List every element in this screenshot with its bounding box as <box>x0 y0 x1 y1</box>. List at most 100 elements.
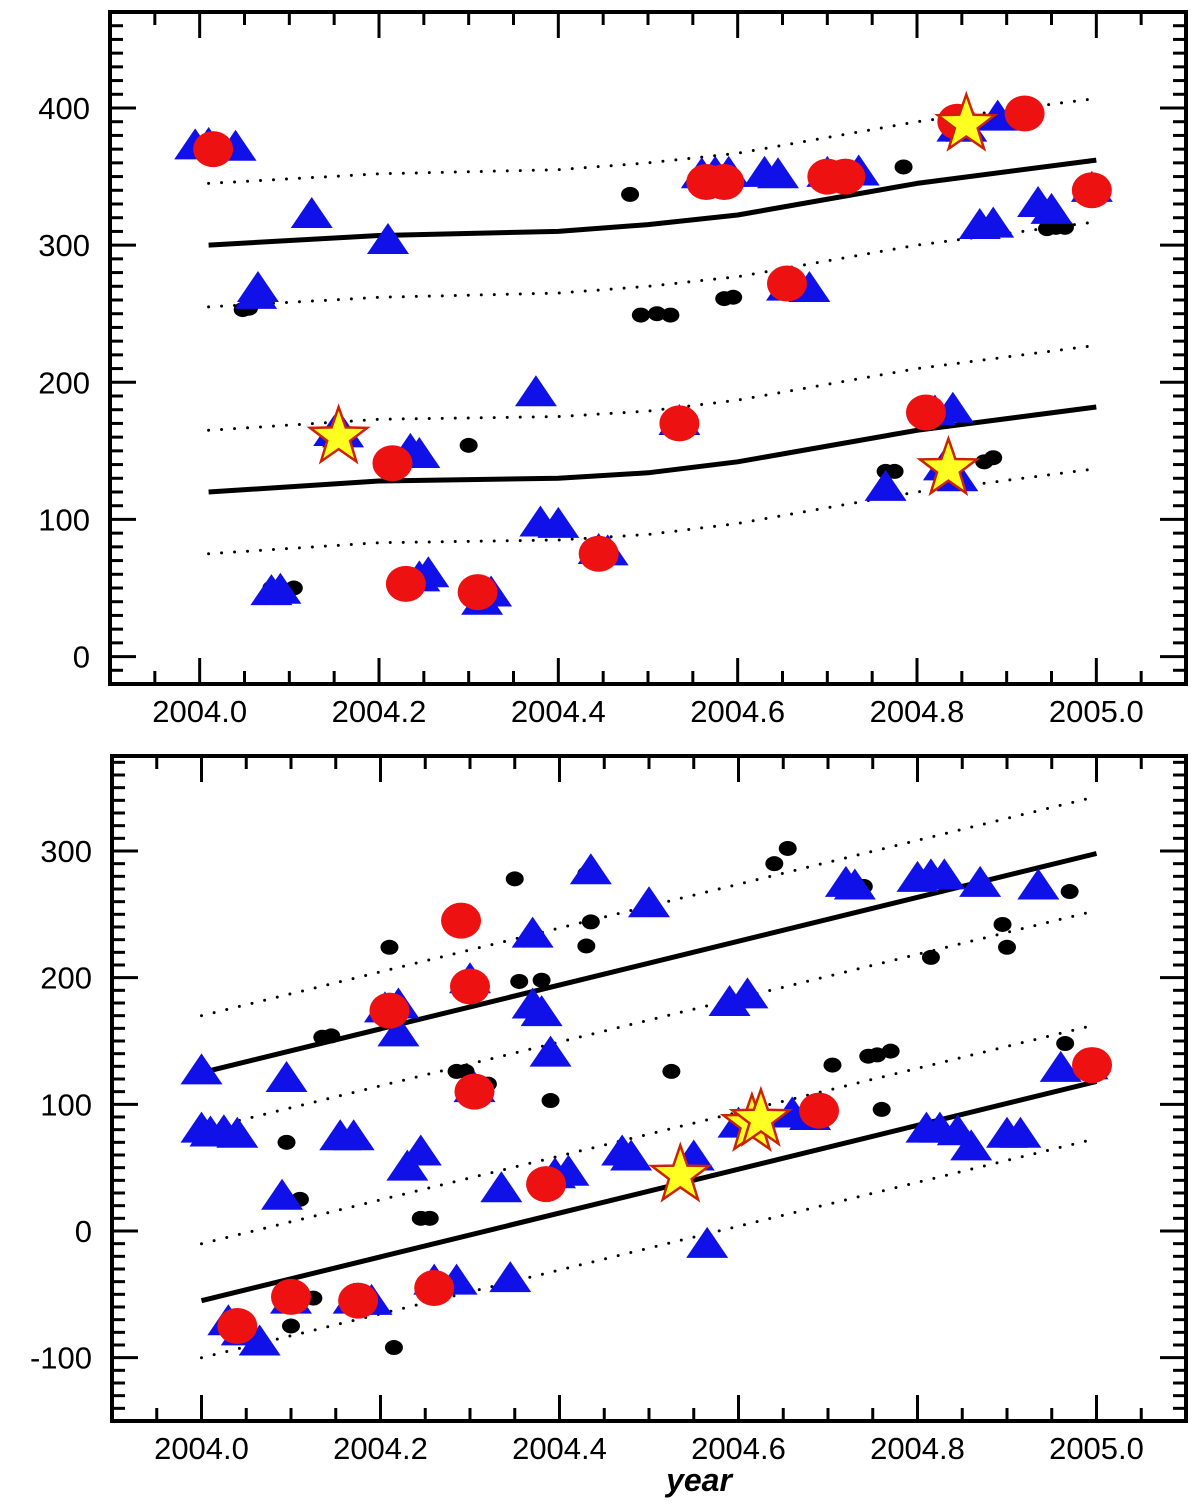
triangle-point <box>489 1261 532 1293</box>
triangle-point <box>628 886 670 918</box>
y-tick-label: 200 <box>38 365 90 400</box>
plot-area <box>174 90 1113 615</box>
bottom-panel: -100 0 100 200 300 2004.0 2004.2 2004.4 2004.6 20… <box>30 754 1188 1498</box>
triangle-point <box>959 865 1002 897</box>
circle-point <box>1071 172 1112 209</box>
x-tick-label: 2004.0 <box>154 1431 249 1466</box>
x-tick-label: 2004.8 <box>870 694 965 729</box>
circle-point <box>450 968 490 1005</box>
triangle-point <box>480 1171 523 1203</box>
triangle-point <box>726 977 769 1009</box>
dot-point <box>724 289 743 305</box>
star-point <box>648 1141 713 1203</box>
dot-point <box>1060 884 1079 900</box>
triangle-point <box>999 1116 1042 1148</box>
y-tick-label: 100 <box>40 1087 92 1122</box>
triangle-point <box>537 506 580 538</box>
star-point <box>306 403 371 465</box>
plot-area <box>180 795 1113 1360</box>
circle-point <box>1004 95 1045 132</box>
dot-point <box>631 307 650 323</box>
dot-point <box>993 916 1012 932</box>
dot-point <box>505 871 524 887</box>
circle-point <box>766 265 807 302</box>
dot-point <box>1056 1036 1075 1052</box>
dot-point <box>322 1028 341 1044</box>
dot-point <box>765 856 784 872</box>
dot-point <box>384 1340 403 1356</box>
y-tick-label: 400 <box>38 91 90 126</box>
triangle-point <box>514 375 557 407</box>
x-tick-label: 2004.4 <box>512 1431 607 1466</box>
triangle-point <box>377 1015 420 1047</box>
x-tick-label: 2004.6 <box>690 694 785 729</box>
circle-point <box>385 565 426 602</box>
circle-point <box>217 1308 258 1344</box>
circle-point <box>659 405 700 442</box>
dot-point <box>647 306 666 322</box>
dot-point <box>661 307 680 323</box>
plot-frame <box>110 754 1188 1423</box>
triangle-point <box>399 1134 442 1166</box>
triangle-point <box>923 858 966 890</box>
triangle-point <box>1017 868 1060 900</box>
fit-lower-line <box>208 404 1097 495</box>
x-tick-label: 2004.8 <box>870 1431 965 1466</box>
y-tick-label: 0 <box>75 1214 92 1249</box>
triangle-point <box>511 916 554 948</box>
star-point <box>934 90 999 152</box>
dot-point <box>894 159 913 175</box>
triangle-point <box>972 206 1015 238</box>
dot-point <box>282 1318 300 1334</box>
triangle-point <box>261 1178 304 1210</box>
y-tick-label: 300 <box>38 228 90 263</box>
y-tick-label: 0 <box>73 640 90 675</box>
dot-point <box>881 1043 900 1059</box>
fit-upper-line <box>200 851 1098 1076</box>
triangle-point <box>236 271 279 303</box>
triangle-point <box>366 223 409 255</box>
circle-point <box>372 445 413 482</box>
triangle-point <box>529 1035 572 1067</box>
dot-point <box>277 1134 296 1150</box>
circle-point <box>457 574 498 611</box>
triangle-point <box>332 1119 375 1151</box>
y-tick-label: -100 <box>30 1341 92 1376</box>
dot-point <box>577 938 596 954</box>
circle-point <box>704 164 745 201</box>
triangle-point <box>216 1116 259 1148</box>
triangle-point <box>1030 192 1073 224</box>
fit-lower-line <box>200 1079 1098 1304</box>
dot-point <box>872 1101 891 1117</box>
star-point <box>916 434 981 497</box>
dot-point <box>921 949 940 965</box>
x-tick-label: 2005.0 <box>1049 694 1144 729</box>
dot-point <box>778 840 797 856</box>
circle-point <box>414 1270 455 1306</box>
dot-point <box>581 914 600 930</box>
circle-point <box>369 992 410 1029</box>
x-tick-label: 2004.2 <box>332 694 427 729</box>
triangle-point <box>238 1324 281 1356</box>
dot-point <box>541 1093 560 1109</box>
dot-point <box>380 939 399 955</box>
dot-point <box>510 973 529 989</box>
top-panel: 0 100 200 300 400 2004.0 2004.2 2004.4 2004.6 200… <box>38 10 1188 729</box>
triangle-point <box>610 1139 653 1171</box>
dot-point <box>885 463 904 479</box>
triangle-point <box>180 1053 223 1085</box>
dot-point <box>662 1063 681 1079</box>
dot-point <box>420 1210 439 1226</box>
x-tick-label: 2004.6 <box>691 1431 786 1466</box>
dot-point <box>823 1057 842 1073</box>
dot-point <box>984 450 1003 466</box>
circle-point <box>441 902 482 939</box>
circle-point <box>271 1278 311 1315</box>
triangle-point <box>569 853 612 885</box>
y-tick-label: 100 <box>38 502 90 537</box>
triangle-point <box>290 196 333 228</box>
circle-point <box>1072 1047 1113 1084</box>
triangle-point <box>833 868 876 900</box>
circle-point <box>799 1092 840 1129</box>
circle-point <box>905 394 946 431</box>
